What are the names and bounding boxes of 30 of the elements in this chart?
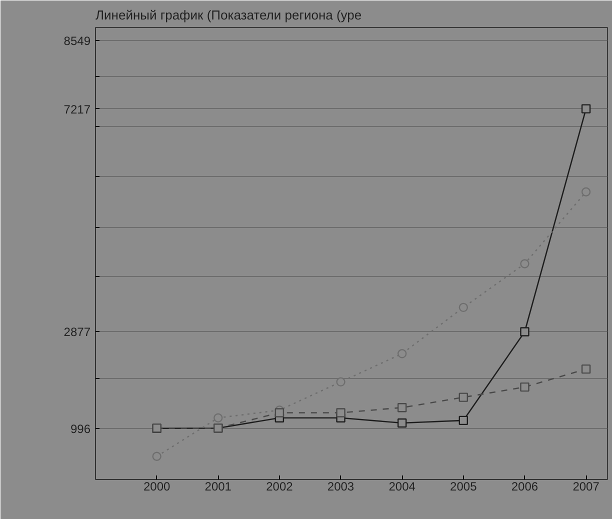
x-tick-label: 2003 — [327, 480, 354, 494]
point — [336, 377, 346, 386]
y-tick-label: 7217 — [64, 102, 91, 116]
chart-title: Линейный график (Показатели региона (уре — [96, 8, 362, 22]
point — [214, 413, 223, 422]
point — [520, 327, 530, 336]
x-tick-label: 2002 — [266, 480, 294, 494]
x-tick-label: 2001 — [204, 480, 232, 494]
x-tick-label: 2004 — [388, 480, 416, 494]
point — [458, 392, 468, 402]
point — [152, 452, 162, 461]
point — [581, 104, 591, 114]
point — [458, 416, 468, 426]
x-tick-label: 2007 — [572, 480, 600, 494]
point — [458, 302, 468, 312]
point — [397, 402, 407, 412]
point — [520, 259, 530, 268]
point — [274, 408, 284, 418]
x-tick-label: 2005 — [450, 480, 478, 494]
y-tick-label: 2877 — [64, 325, 91, 340]
point — [581, 187, 591, 196]
point — [397, 418, 407, 428]
point — [581, 364, 591, 374]
point — [397, 349, 407, 358]
point — [336, 408, 346, 418]
y-tick-label: 996 — [70, 422, 91, 436]
x-tick-label: 2000 — [143, 480, 170, 494]
x-tick-label: 2006 — [511, 480, 538, 494]
point — [520, 382, 530, 392]
y-tick-label: 8549 — [64, 34, 91, 48]
